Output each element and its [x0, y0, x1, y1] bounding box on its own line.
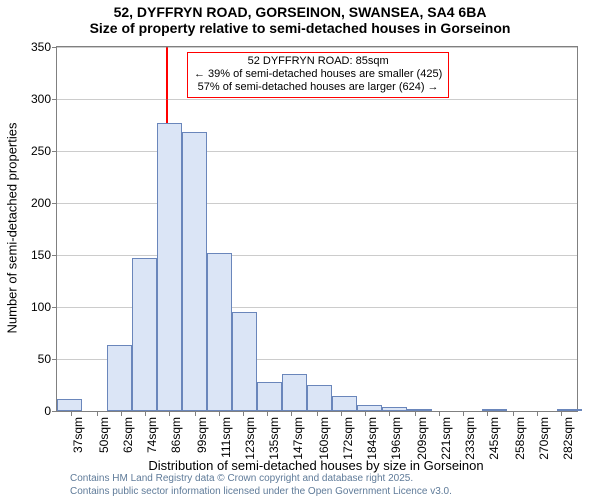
y-axis-label: Number of semi-detached properties: [5, 123, 20, 334]
xtick-label: 245sqm: [487, 417, 501, 460]
histogram-bar: [382, 407, 407, 411]
footer-attribution: Contains HM Land Registry data © Crown c…: [70, 472, 452, 498]
chart-container: 52, DYFFRYN ROAD, GORSEINON, SWANSEA, SA…: [0, 0, 600, 500]
xtick-label: 111sqm: [219, 417, 233, 458]
ytick-label: 200: [31, 196, 51, 210]
xtick-label: 147sqm: [291, 417, 305, 460]
x-axis-label: Distribution of semi-detached houses by …: [56, 458, 576, 473]
xtick-mark: [439, 411, 440, 416]
xtick-label: 258sqm: [513, 417, 527, 460]
ytick-label: 0: [44, 404, 51, 418]
ytick-mark: [52, 47, 57, 48]
ytick-mark: [52, 255, 57, 256]
gridline: [57, 151, 577, 152]
xtick-label: 270sqm: [537, 417, 551, 460]
ytick-mark: [52, 307, 57, 308]
xtick-mark: [219, 411, 220, 416]
histogram-bar: [107, 345, 132, 411]
chart-title-main: 52, DYFFRYN ROAD, GORSEINON, SWANSEA, SA…: [0, 0, 600, 20]
ytick-mark: [52, 151, 57, 152]
ytick-label: 50: [38, 352, 51, 366]
ytick-mark: [52, 203, 57, 204]
xtick-label: 99sqm: [195, 417, 209, 453]
ytick-mark: [52, 411, 57, 412]
xtick-mark: [267, 411, 268, 416]
xtick-label: 74sqm: [145, 417, 159, 453]
ytick-label: 300: [31, 92, 51, 106]
histogram-bar: [232, 312, 257, 411]
xtick-mark: [317, 411, 318, 416]
gridline: [57, 203, 577, 204]
chart-title-sub: Size of property relative to semi-detach…: [0, 20, 600, 38]
histogram-bar: [57, 399, 82, 411]
footer-line1: Contains HM Land Registry data © Crown c…: [70, 472, 452, 485]
xtick-mark: [145, 411, 146, 416]
xtick-mark: [513, 411, 514, 416]
plot-area: 05010015020025030035037sqm50sqm62sqm74sq…: [56, 46, 578, 412]
xtick-mark: [195, 411, 196, 416]
xtick-mark: [463, 411, 464, 416]
xtick-label: 233sqm: [463, 417, 477, 460]
xtick-label: 282sqm: [561, 417, 575, 460]
ytick-mark: [52, 359, 57, 360]
xtick-mark: [169, 411, 170, 416]
ytick-label: 250: [31, 144, 51, 158]
xtick-mark: [121, 411, 122, 416]
histogram-bar: [557, 409, 582, 411]
annotation-line1: 52 DYFFRYN ROAD: 85sqm: [194, 55, 442, 68]
xtick-mark: [97, 411, 98, 416]
xtick-label: 196sqm: [389, 417, 403, 460]
xtick-mark: [487, 411, 488, 416]
xtick-label: 184sqm: [365, 417, 379, 460]
xtick-mark: [561, 411, 562, 416]
xtick-label: 123sqm: [243, 417, 257, 460]
xtick-mark: [243, 411, 244, 416]
annotation-line3: 57% of semi-detached houses are larger (…: [194, 81, 442, 94]
xtick-label: 37sqm: [71, 417, 85, 453]
histogram-bar: [132, 258, 157, 411]
xtick-label: 135sqm: [267, 417, 281, 460]
ytick-label: 100: [31, 300, 51, 314]
xtick-label: 62sqm: [121, 417, 135, 453]
histogram-bar: [357, 405, 382, 411]
gridline: [57, 255, 577, 256]
ytick-mark: [52, 99, 57, 100]
histogram-bar: [282, 374, 307, 411]
histogram-bar: [482, 409, 507, 411]
histogram-bar: [182, 132, 207, 411]
gridline: [57, 99, 577, 100]
histogram-bar: [307, 385, 332, 411]
xtick-mark: [71, 411, 72, 416]
xtick-mark: [341, 411, 342, 416]
histogram-bar: [257, 382, 282, 411]
histogram-bar: [207, 253, 232, 411]
footer-line2: Contains public sector information licen…: [70, 485, 452, 498]
histogram-bar: [157, 123, 182, 411]
xtick-label: 172sqm: [341, 417, 355, 460]
histogram-bar: [332, 396, 357, 411]
xtick-mark: [537, 411, 538, 416]
xtick-mark: [291, 411, 292, 416]
xtick-label: 86sqm: [169, 417, 183, 453]
gridline: [57, 47, 577, 48]
xtick-label: 50sqm: [97, 417, 111, 453]
ytick-label: 150: [31, 248, 51, 262]
ytick-label: 350: [31, 40, 51, 54]
xtick-label: 209sqm: [415, 417, 429, 460]
annotation-box: 52 DYFFRYN ROAD: 85sqm ← 39% of semi-det…: [187, 52, 449, 98]
xtick-mark: [389, 411, 390, 416]
histogram-bar: [407, 409, 432, 411]
xtick-mark: [365, 411, 366, 416]
annotation-line2: ← 39% of semi-detached houses are smalle…: [194, 68, 442, 81]
xtick-label: 160sqm: [317, 417, 331, 460]
xtick-label: 221sqm: [439, 417, 453, 460]
xtick-mark: [415, 411, 416, 416]
